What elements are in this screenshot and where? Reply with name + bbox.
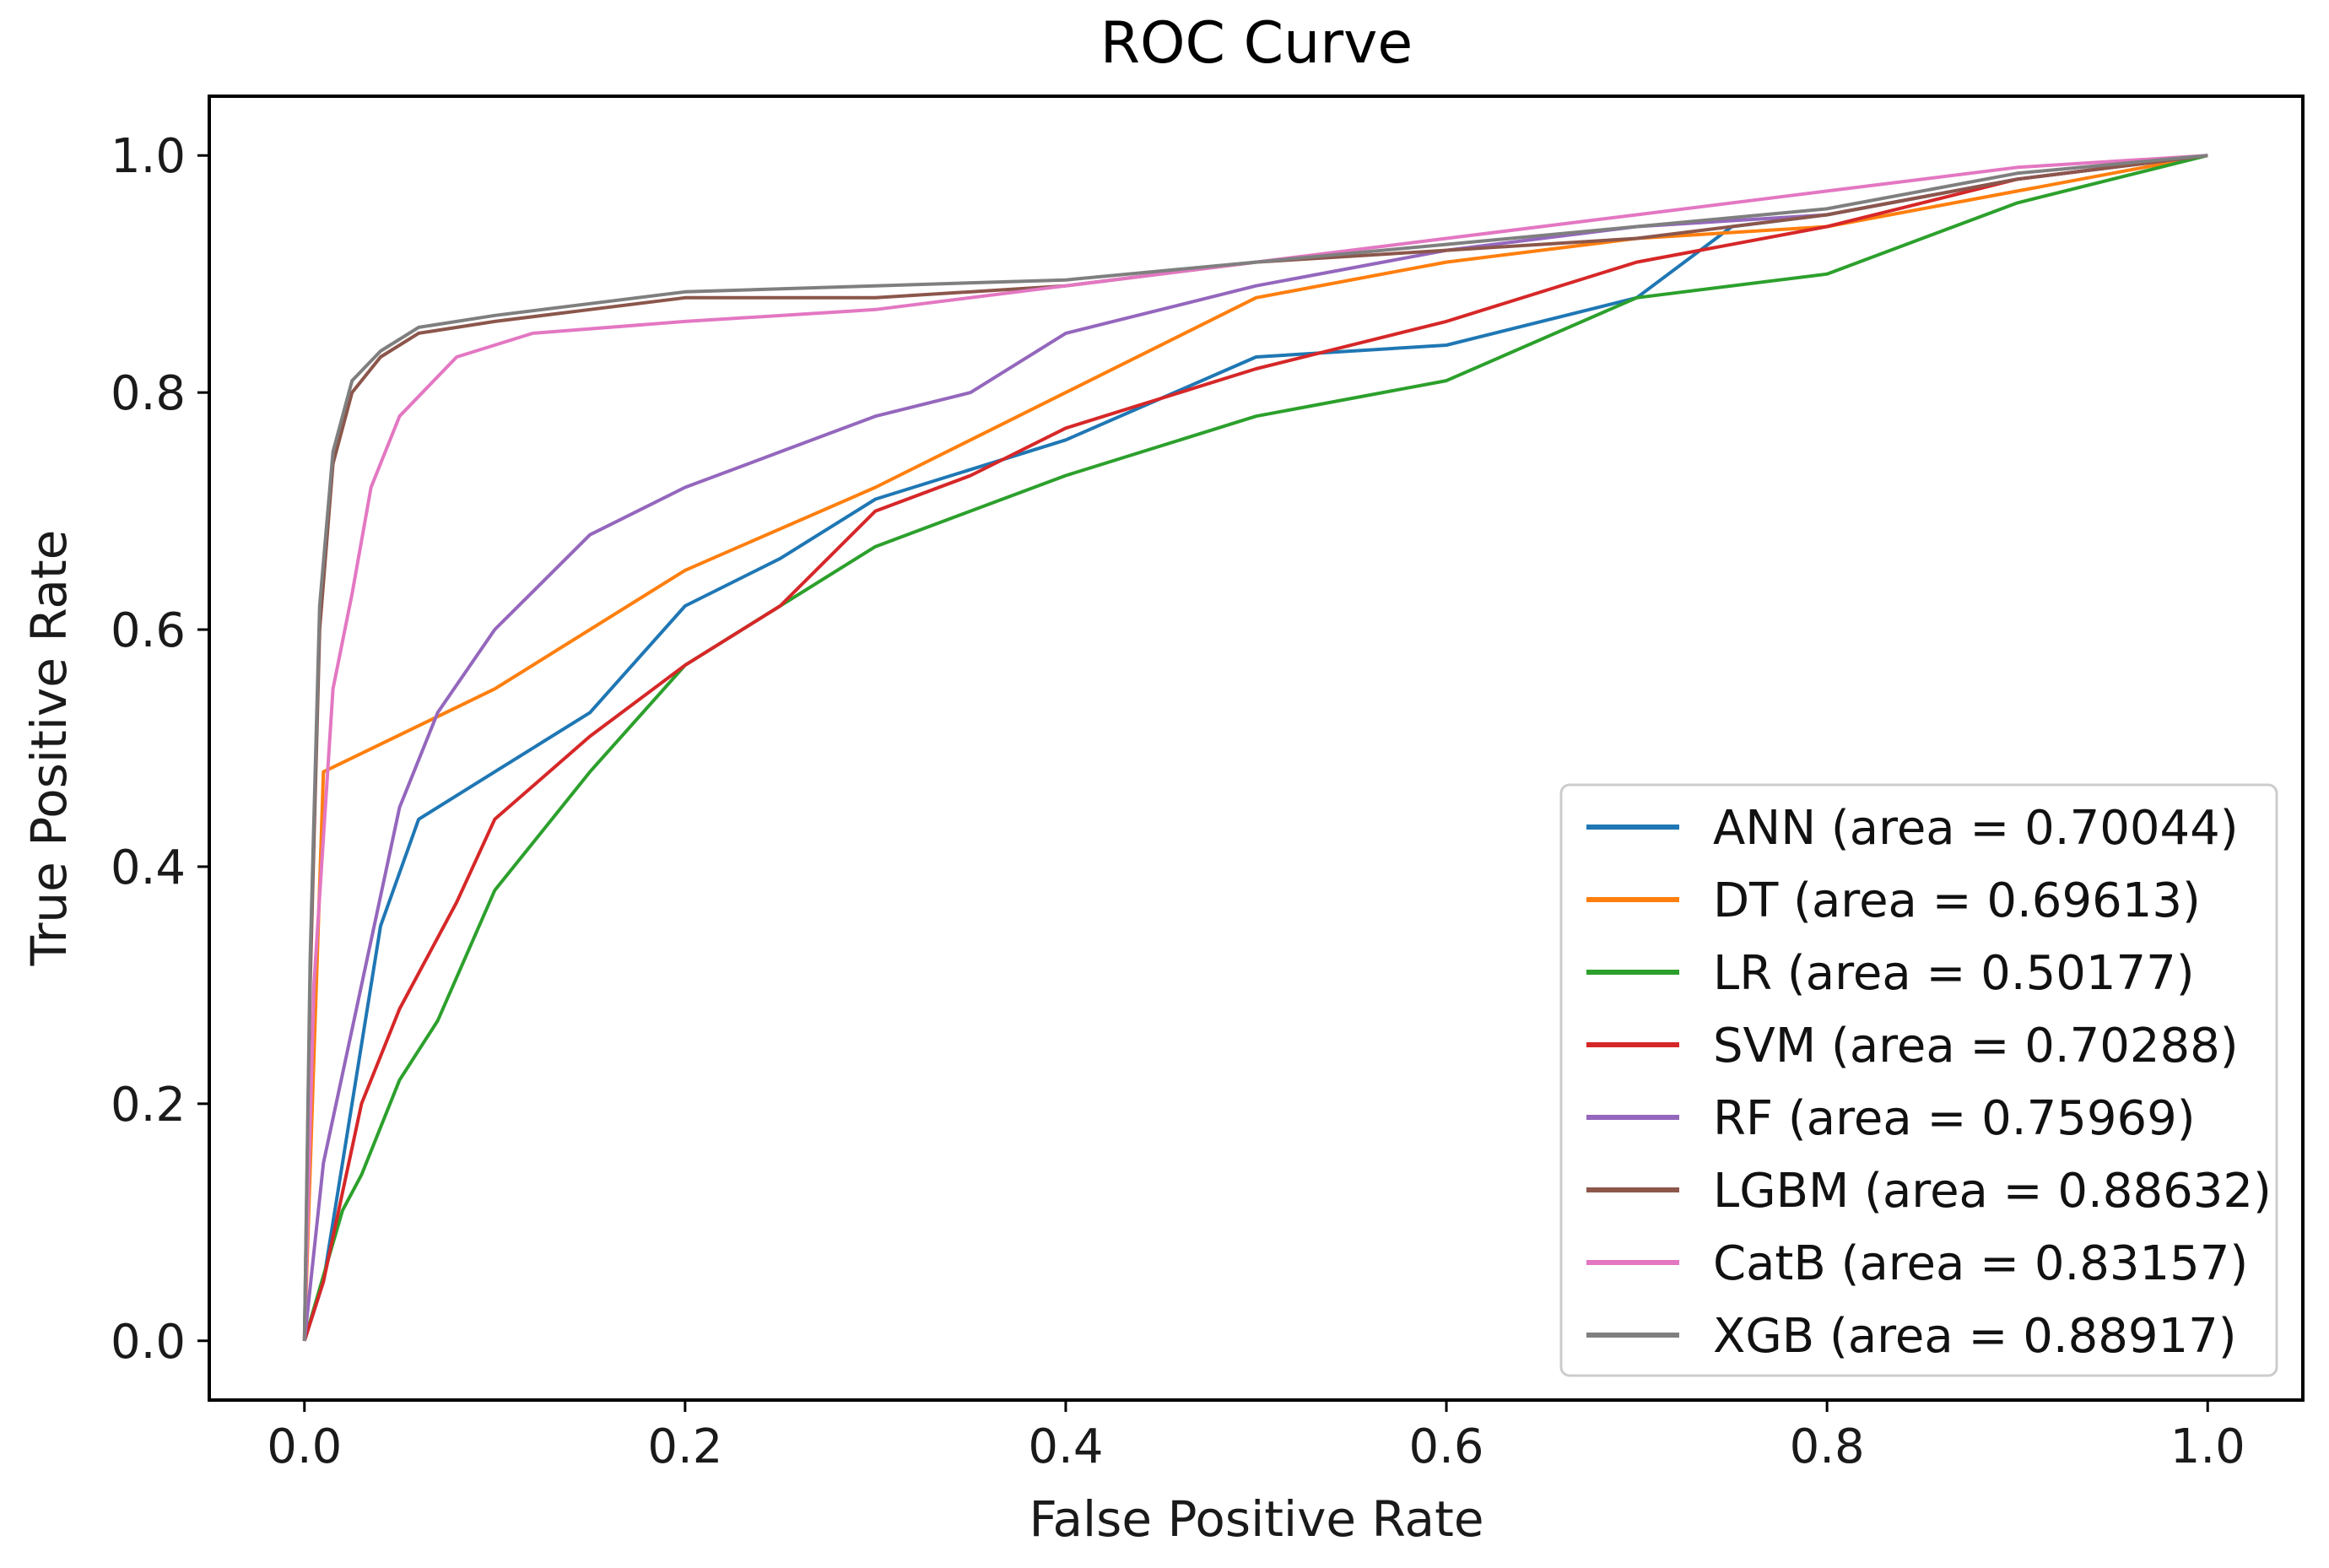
series-line-1	[302, 154, 2208, 1341]
legend-label: RF (area = 0.75969)	[1713, 1091, 2196, 1146]
y-tick-label: 1.0	[111, 129, 186, 184]
y-tick-label: 0.6	[111, 603, 186, 658]
legend-label: LR (area = 0.50177)	[1713, 946, 2195, 1001]
x-tick-label: 0.2	[647, 1419, 722, 1474]
x-tick-label: 0.6	[1409, 1419, 1484, 1474]
x-tick-label: 0.8	[1790, 1419, 1865, 1474]
y-tick-label: 0.2	[111, 1078, 186, 1133]
legend-label: XGB (area = 0.88917)	[1713, 1309, 2237, 1364]
legend-label: ANN (area = 0.70044)	[1713, 801, 2239, 856]
y-tick-label: 0.0	[111, 1315, 186, 1370]
legend-label: DT (area = 0.69613)	[1713, 873, 2201, 928]
x-tick-label: 1.0	[2170, 1419, 2245, 1474]
x-tick-label: 0.4	[1028, 1419, 1103, 1474]
plot-frame	[208, 95, 2305, 1402]
legend: ANN (area = 0.70044) DT (area = 0.69613) L…	[1559, 783, 2278, 1377]
x-tick-label: 0.0	[267, 1419, 342, 1474]
y-axis-label: True Positive Rate	[20, 530, 78, 967]
y-tick-label: 0.8	[111, 366, 186, 421]
series-lines	[302, 154, 2208, 1342]
y-tick-label: 0.4	[111, 841, 186, 895]
x-axis-ticks: 0.0 0.2 0.4 0.6 0.8 1.0	[267, 1400, 2245, 1474]
legend-label: LGBM (area = 0.88632)	[1713, 1164, 2272, 1219]
series-line-7	[302, 154, 2208, 1341]
legend-box	[1559, 783, 2278, 1377]
y-axis-ticks: 0.0 0.2 0.4 0.6 0.8 1.0	[111, 129, 209, 1370]
x-axis-label: False Positive Rate	[1029, 1490, 1483, 1548]
chart-title: ROC Curve	[1100, 10, 1413, 77]
series-line-6	[302, 154, 2208, 1341]
legend-label: CatB (area = 0.83157)	[1713, 1236, 2248, 1291]
legend-label: SVM (area = 0.70288)	[1713, 1019, 2239, 1073]
series-line-3	[302, 154, 2208, 1342]
